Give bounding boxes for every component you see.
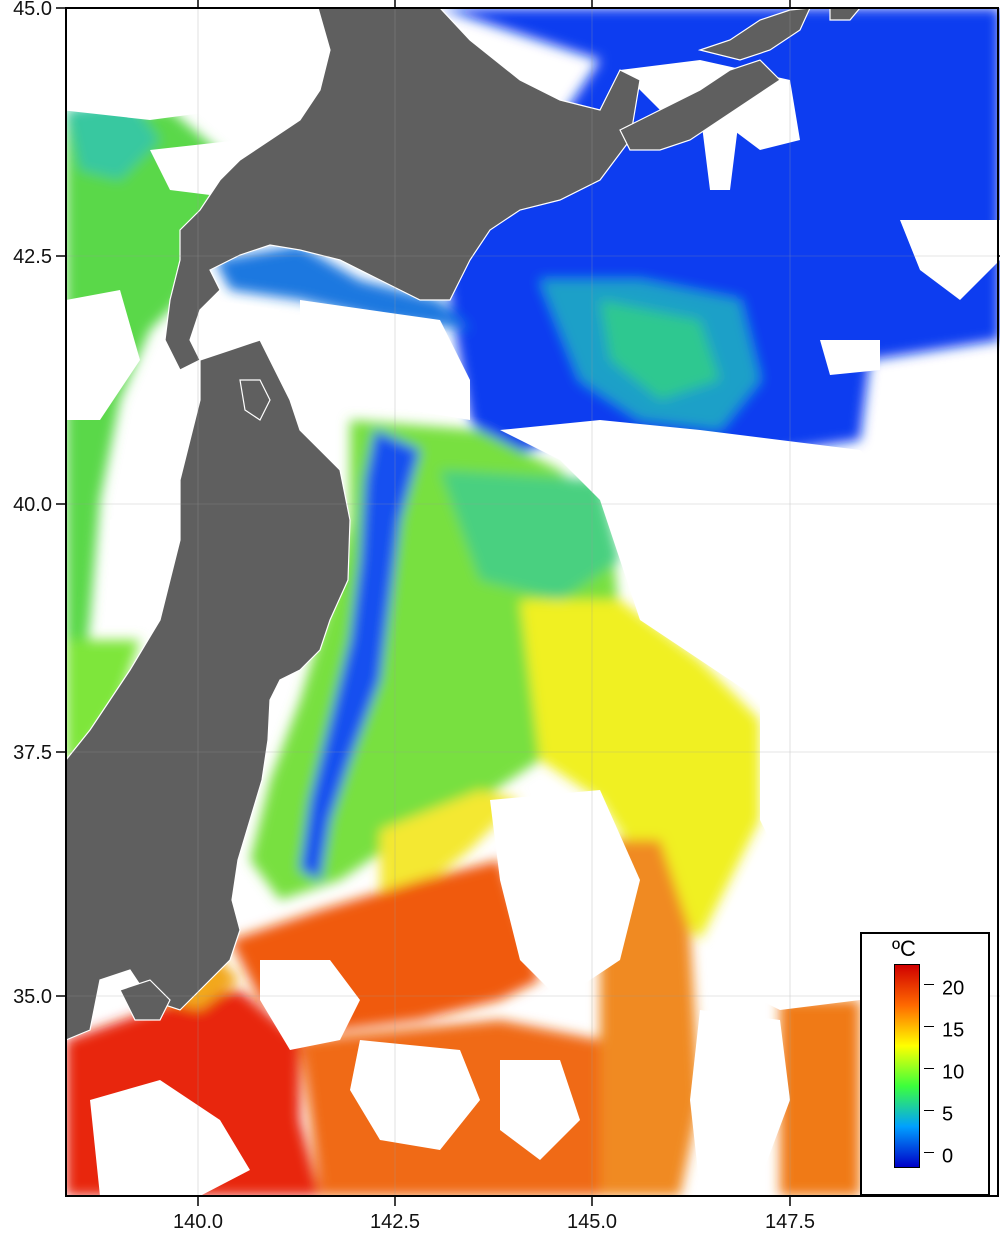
legend-tick-label: 15 — [942, 1019, 965, 1042]
cloud-mask — [66, 8, 1000, 1196]
legend-tick-mark — [924, 1026, 934, 1027]
legend-tick-mark — [924, 1068, 934, 1069]
color-legend: ºC 20 15 10 5 0 — [860, 932, 990, 1196]
axis-ticks — [56, 0, 1000, 1206]
legend-tick-label: 5 — [942, 1103, 954, 1126]
legend-tick-label: 20 — [942, 977, 965, 1000]
lon-label: 142.5 — [370, 1211, 420, 1233]
longitude-labels: 140.0 142.5 145.0 147.5 — [173, 1211, 815, 1233]
lat-label: 42.5 — [13, 246, 52, 268]
lat-label: 40.0 — [13, 494, 52, 516]
map-frame — [65, 7, 999, 1197]
lat-label: 37.5 — [13, 742, 52, 764]
legend-tick-mark — [924, 1110, 934, 1111]
legend-tick-label: 10 — [942, 1061, 965, 1084]
map-plot-area — [66, 8, 1000, 1196]
lon-label: 140.0 — [173, 1211, 223, 1233]
legend-tick-mark — [924, 1152, 934, 1153]
lat-label: 35.0 — [13, 986, 52, 1008]
graticule — [66, 8, 1000, 1196]
land — [66, 8, 861, 1041]
legend-unit-label: ºC — [892, 936, 916, 961]
lon-label: 145.0 — [567, 1211, 617, 1233]
legend-tick-label: 0 — [942, 1145, 954, 1168]
lat-label: 45.0 — [13, 0, 52, 20]
lon-label: 147.5 — [765, 1211, 815, 1233]
legend-tick-mark — [924, 984, 934, 985]
legend-color-bar — [894, 964, 920, 1168]
latitude-labels: 45.0 42.5 40.0 37.5 35.0 — [13, 0, 52, 1008]
